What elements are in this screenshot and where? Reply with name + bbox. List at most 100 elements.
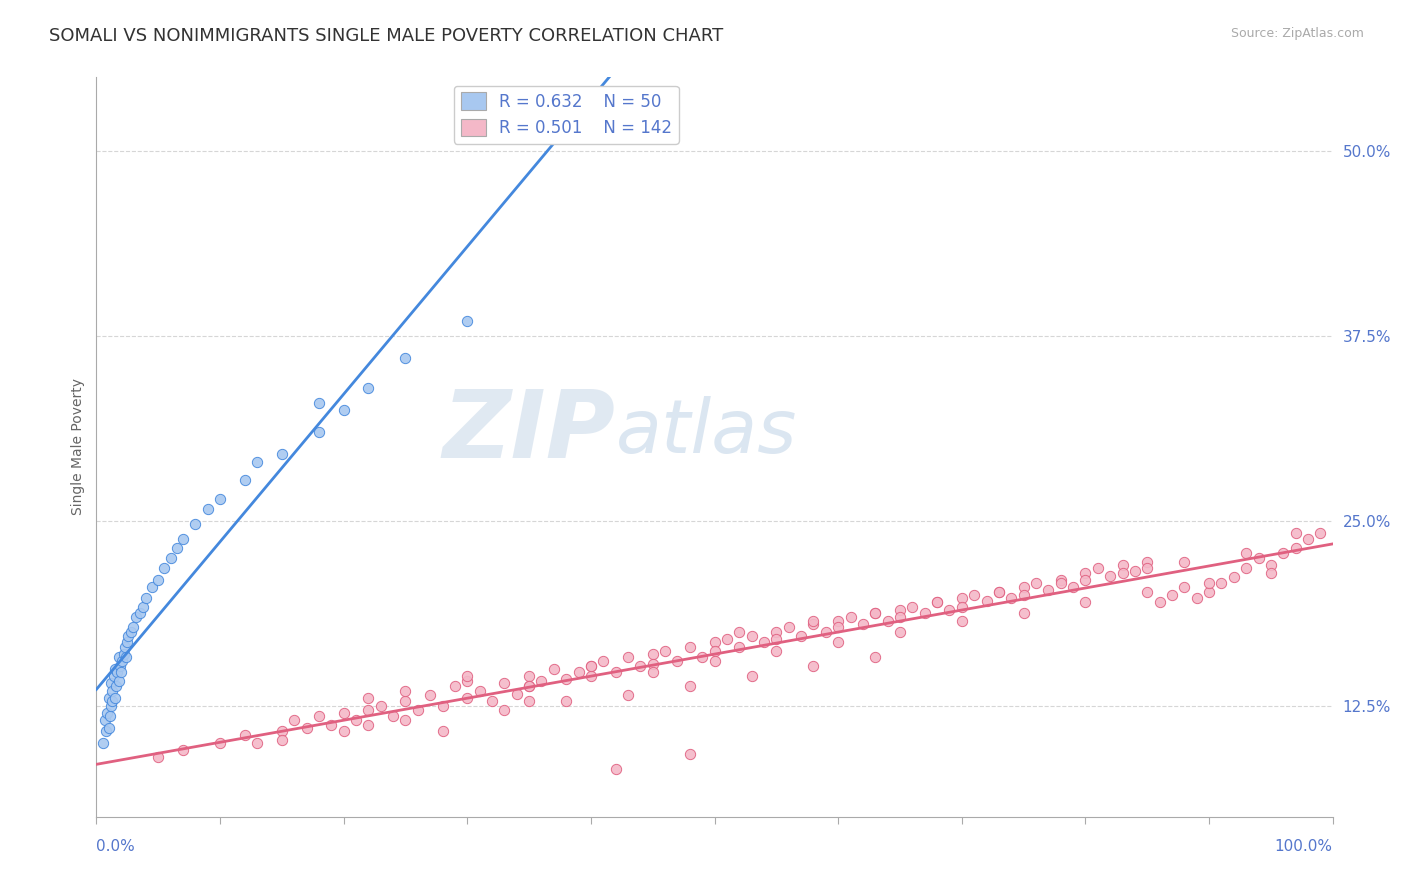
Point [357,718,380,732]
Point [107,673,129,688]
Point [494,676,516,690]
Point [233,728,256,742]
Point [1136,561,1159,575]
Point [1247,550,1270,565]
Point [605,665,627,679]
Point [1074,573,1097,587]
Point [344,714,367,728]
Point [105,680,128,694]
Point [605,762,627,776]
Point [728,624,751,639]
Point [579,669,602,683]
Point [1234,546,1257,560]
Point [91,736,114,750]
Point [803,615,825,629]
Point [101,684,124,698]
Point [1136,555,1159,569]
Legend: R = 0.632    N = 50, R = 0.501    N = 142: R = 0.632 N = 50, R = 0.501 N = 142 [454,86,679,144]
Point [814,624,837,639]
Point [1012,588,1035,602]
Point [444,680,467,694]
Point [617,689,640,703]
Point [125,610,148,624]
Point [987,585,1010,599]
Point [94,714,117,728]
Point [827,620,849,634]
Point [927,595,949,609]
Point [308,425,330,440]
Point [494,703,516,717]
Point [1173,555,1195,569]
Point [555,694,578,708]
Point [96,706,118,720]
Point [506,687,529,701]
Y-axis label: Single Male Poverty: Single Male Poverty [72,378,86,516]
Point [270,723,292,738]
Text: 100.0%: 100.0% [1275,838,1333,854]
Point [1049,576,1071,591]
Point [950,615,973,629]
Point [901,599,924,614]
Point [481,694,503,708]
Point [283,714,305,728]
Point [122,620,145,634]
Point [1000,591,1022,605]
Point [394,694,416,708]
Point [517,680,540,694]
Point [382,709,405,723]
Point [1074,566,1097,580]
Point [690,649,713,664]
Point [172,532,194,546]
Point [1185,591,1208,605]
Point [852,617,875,632]
Point [778,620,800,634]
Point [950,599,973,614]
Point [246,455,269,469]
Point [1223,570,1246,584]
Point [1198,585,1220,599]
Point [1260,566,1282,580]
Point [938,602,960,616]
Point [1012,581,1035,595]
Point [889,602,911,616]
Point [97,721,120,735]
Point [803,617,825,632]
Point [104,691,127,706]
Point [270,447,292,461]
Point [1087,561,1109,575]
Point [555,672,578,686]
Point [865,649,887,664]
Point [876,615,898,629]
Point [1161,588,1184,602]
Point [172,743,194,757]
Point [308,709,330,723]
Point [567,665,589,679]
Text: Source: ZipAtlas.com: Source: ZipAtlas.com [1230,27,1364,40]
Point [914,606,936,620]
Point [295,721,318,735]
Point [666,654,689,668]
Point [641,657,664,672]
Point [654,644,676,658]
Point [394,684,416,698]
Point [184,516,207,531]
Point [579,658,602,673]
Point [703,654,725,668]
Point [1038,583,1060,598]
Point [394,714,416,728]
Point [208,736,231,750]
Point [617,649,640,664]
Point [1173,581,1195,595]
Point [432,698,454,713]
Point [100,698,122,713]
Point [153,561,176,575]
Point [332,706,354,720]
Point [96,723,118,738]
Point [111,654,134,668]
Point [357,691,380,706]
Text: 0.0%: 0.0% [97,838,135,854]
Point [1099,568,1122,582]
Point [456,669,478,683]
Point [728,640,751,654]
Point [517,694,540,708]
